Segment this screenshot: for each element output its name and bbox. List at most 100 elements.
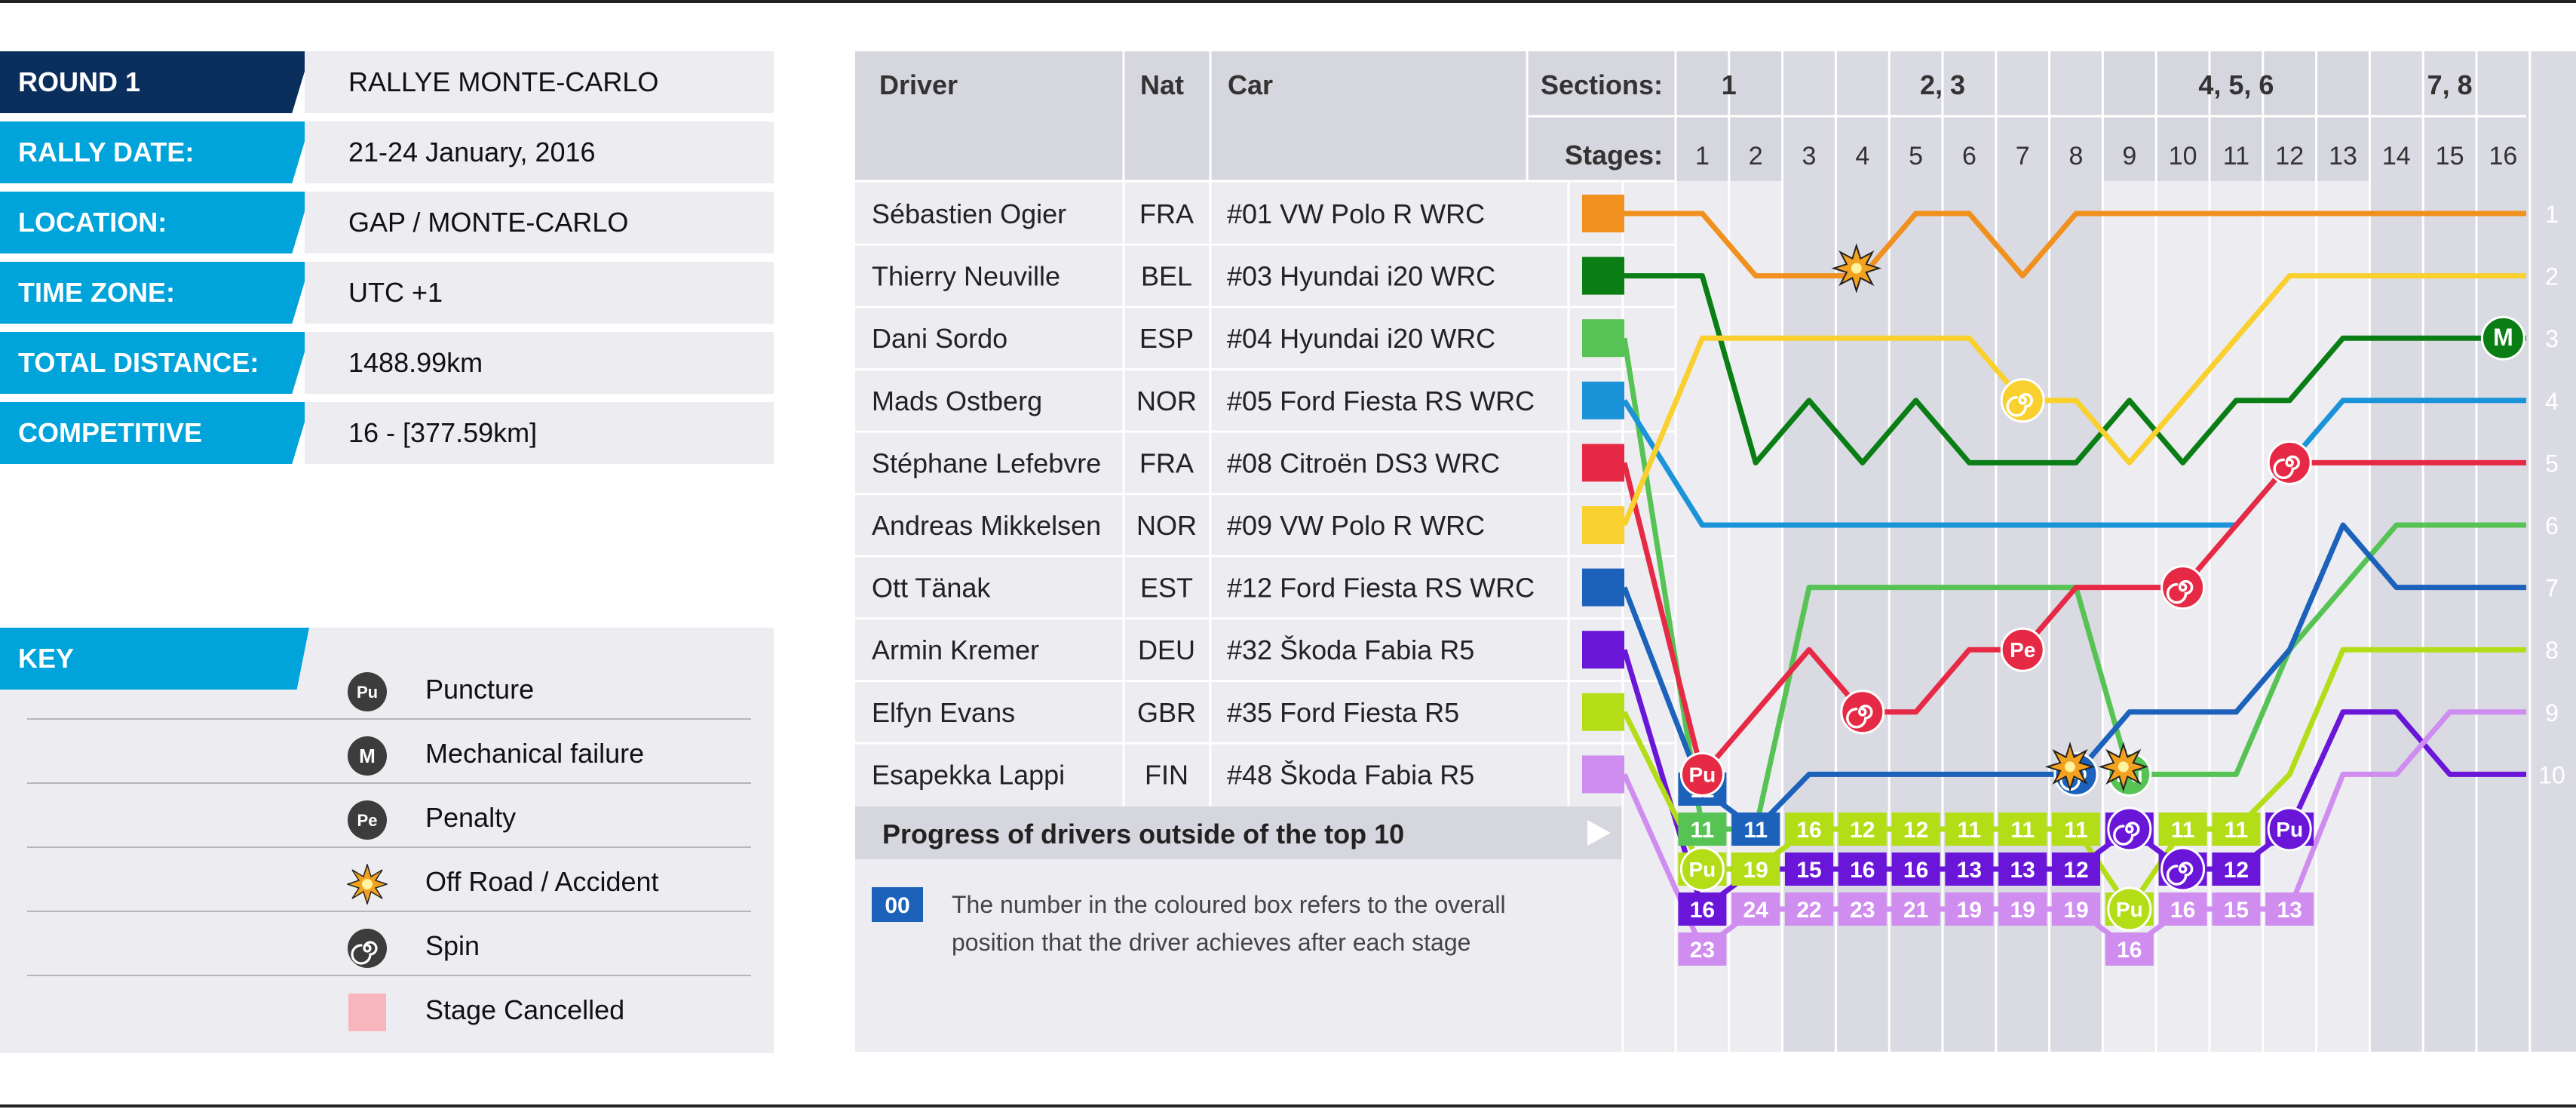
spin-icon — [348, 929, 387, 968]
play-arrow-icon — [1587, 820, 1611, 846]
position-label: 7 — [2545, 575, 2559, 602]
series-line — [1621, 337, 2526, 832]
spin-icon — [2160, 846, 2206, 892]
divider — [27, 911, 751, 912]
spin-icon — [2107, 806, 2152, 852]
series-line — [1621, 273, 2526, 527]
position-strip — [2526, 51, 2576, 1052]
spin-glyph — [2166, 862, 2194, 886]
bottom-rule — [0, 1104, 2576, 1107]
position-box-label: 15 — [2224, 898, 2249, 923]
spin-icon — [2267, 440, 2312, 485]
event-glyph: M — [2493, 324, 2513, 351]
position-box — [1731, 852, 1780, 886]
outside-title: Progress of drivers outside of the top 1… — [882, 819, 1404, 849]
driver-color-swatch — [1582, 631, 1624, 669]
position-box — [2212, 852, 2261, 886]
driver-header: Driver — [879, 69, 958, 100]
position-box-label: 16 — [1690, 898, 1715, 923]
position-label: 9 — [2545, 699, 2559, 727]
driver-car: #12 Ford Fiesta RS WRC — [1227, 573, 1535, 604]
driver-car: #48 Škoda Fabia R5 — [1227, 759, 1474, 790]
mechanical-icon — [2480, 315, 2525, 361]
driver-name: Mads Ostberg — [872, 386, 1042, 416]
position-box-label: 21 — [1903, 898, 1928, 923]
driver-car: #32 Škoda Fabia R5 — [1227, 634, 1474, 665]
position-label: 10 — [2538, 761, 2565, 788]
stage-tick-label: 1 — [1695, 142, 1710, 170]
position-box — [1678, 892, 1727, 926]
driver-name: Elfyn Evans — [872, 697, 1015, 728]
info-row-stages: COMPETITIVE STAGES: 16 - [377.59km] — [0, 402, 774, 464]
position-box-label: 22 — [1796, 898, 1821, 923]
position-box-label: 12 — [2224, 858, 2249, 883]
info-row-timezone: TIME ZONE: UTC +1 — [0, 262, 774, 324]
section-label: 2, 3 — [1920, 69, 1965, 100]
info-row-location: LOCATION: GAP / MONTE-CARLO — [0, 192, 774, 253]
penalty-icon: Pe — [348, 800, 387, 840]
key-label: Spin — [425, 930, 480, 961]
driver-car: #01 VW Polo R WRC — [1227, 198, 1485, 229]
position-box — [2212, 813, 2261, 846]
position-box-label: 16 — [1850, 858, 1875, 883]
position-box — [1998, 813, 2047, 846]
spin-glyph — [2006, 393, 2033, 417]
position-box — [1838, 813, 1887, 846]
info-value: 16 - [377.59km] — [305, 402, 774, 464]
driver-name: Esapekka Lappi — [872, 759, 1065, 790]
position-box — [1998, 892, 2047, 926]
info-label: TIME ZONE: — [0, 262, 311, 324]
series-line — [1624, 210, 2526, 279]
driver-color-swatch — [1582, 568, 1624, 607]
section-shade — [2369, 51, 2530, 1052]
driver-color-swatch — [1582, 755, 1624, 794]
stages-header: Stages: — [1565, 140, 1663, 170]
stage-tick-label: 7 — [2016, 142, 2030, 170]
section-label: 7, 8 — [2427, 69, 2473, 100]
position-box-label: 23 — [1850, 898, 1875, 923]
stage-tick-label: 5 — [1909, 142, 1923, 170]
key-label: Stage Cancelled — [425, 994, 625, 1025]
key-label: Mechanical failure — [425, 738, 645, 769]
position-box — [2105, 932, 2154, 966]
key-item-offroad: Off Road / Accident — [347, 850, 754, 914]
driver-name: Thierry Neuville — [872, 261, 1060, 292]
driver-nat: NOR — [1136, 510, 1197, 541]
position-box-label: 11 — [2064, 818, 2088, 843]
position-label: 1 — [2545, 201, 2559, 228]
off-road-core — [1851, 263, 1862, 274]
position-box-label: 13 — [2010, 858, 2035, 883]
stage-tick-label: 12 — [2275, 142, 2304, 170]
position-box — [1838, 852, 1887, 886]
svg-text:Pu: Pu — [357, 683, 378, 702]
position-box-label: 13 — [2277, 898, 2302, 923]
position-box — [1945, 852, 1994, 886]
spin-glyph — [2113, 822, 2140, 846]
info-label: TOTAL DISTANCE: — [0, 332, 311, 394]
driver-car: #08 Citroën DS3 WRC — [1227, 447, 1500, 478]
event-glyph: Pe — [2010, 638, 2035, 662]
stage-tick-label: 14 — [2382, 142, 2411, 170]
outside-note: The number in the coloured box refers to… — [952, 891, 1506, 918]
series-line — [1621, 459, 2526, 777]
divider — [27, 782, 751, 784]
position-box — [1945, 813, 1994, 846]
position-box-label: 16 — [1796, 818, 1821, 843]
key-panel: KEY Pu Puncture M Mechanical failure Pe … — [0, 628, 774, 1053]
driver-name: Armin Kremer — [872, 634, 1039, 665]
driver-color-swatch — [1582, 195, 1624, 232]
info-row-distance: TOTAL DISTANCE: 1488.99km — [0, 332, 774, 394]
driver-nat: BEL — [1141, 261, 1192, 292]
position-box — [1891, 892, 1940, 926]
position-box — [1785, 892, 1833, 926]
driver-name: Andreas Mikkelsen — [872, 510, 1101, 541]
position-label: 4 — [2545, 388, 2559, 415]
divider — [27, 846, 751, 848]
info-value: 1488.99km — [305, 332, 774, 394]
info-value: 21-24 January, 2016 — [305, 121, 774, 183]
driver-name: Ott Tänak — [872, 573, 991, 604]
position-box — [1678, 932, 1727, 966]
position-box-label: 11 — [2171, 818, 2195, 843]
info-row-round: ROUND 1 RALLYE MONTE-CARLO — [0, 51, 774, 113]
position-box-label: 13 — [1957, 858, 1982, 883]
